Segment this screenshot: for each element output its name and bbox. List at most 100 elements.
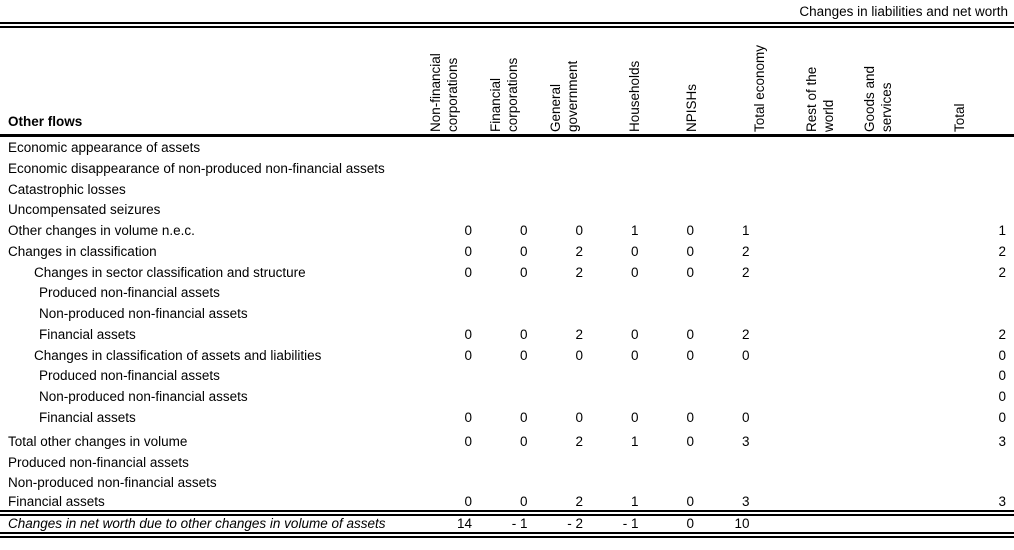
value-cell: 2: [741, 264, 750, 280]
table-row: Non-produced non-financial assets 0: [0, 387, 1014, 408]
value-cell: [414, 180, 472, 201]
value-cell: [860, 516, 1014, 532]
row-label: Changes in sector classification and str…: [34, 264, 306, 280]
value-cell: 0: [686, 493, 694, 509]
value-cell: [805, 408, 860, 429]
column-header-row: Other flows Non-financial corporations Fi…: [0, 28, 1014, 134]
value-cell: [583, 387, 639, 408]
value-cell: 2: [575, 264, 583, 280]
value-cell: 2: [741, 326, 750, 342]
value-cell: 0: [686, 264, 694, 280]
value-cell: [583, 283, 639, 304]
value-cell: [805, 263, 860, 284]
column-header-label: NPISHs: [684, 83, 699, 132]
value-cell: [750, 180, 805, 201]
value-cell: [805, 242, 860, 263]
value-cell: [805, 325, 860, 346]
value-cell: [694, 138, 750, 159]
value-cell: 0: [998, 389, 1006, 404]
value-cell: [694, 159, 750, 180]
value-cell: [472, 304, 528, 325]
table-row: Economic appearance of assets: [0, 138, 1014, 159]
value-cell: 3: [741, 434, 750, 449]
table-caption: Changes in liabilities and net worth: [799, 4, 1008, 19]
column-header-label: Total: [952, 103, 967, 132]
row-label: Non-produced non-financial assets: [39, 389, 248, 404]
value-cell: [639, 366, 695, 387]
value-cell: 0: [519, 243, 528, 259]
value-cell: [583, 180, 639, 201]
value-cell: [694, 366, 750, 387]
value-cell: [750, 408, 805, 429]
value-cell: 1: [998, 223, 1006, 238]
value-cell: [805, 283, 860, 304]
row-label: Financial assets: [39, 326, 136, 342]
value-cell: [750, 325, 805, 346]
value-cell: 0: [464, 434, 472, 449]
column-header: Households: [627, 30, 644, 132]
value-cell: [583, 304, 639, 325]
value-cell: [528, 180, 584, 201]
row-label: Produced non-financial assets: [39, 285, 220, 301]
value-cell: 0: [686, 434, 694, 449]
value-cell: 0: [998, 347, 1006, 363]
value-cell: [528, 200, 584, 221]
value-cell: [639, 138, 695, 159]
value-cell: [639, 387, 695, 408]
value-cell: - 2: [567, 516, 583, 531]
table-body-totals: Total other changes in volume 0 0 2 1 0 3 3 Prod…: [0, 432, 1014, 511]
value-cell: 0: [630, 326, 639, 342]
row-label: Financial assets: [39, 409, 136, 425]
value-cell: 10: [734, 516, 750, 531]
value-cell: [639, 473, 695, 494]
value-cell: 0: [464, 223, 472, 238]
column-header-label: Financial corporations: [488, 57, 520, 132]
table-row: Non-produced non-financial assets: [0, 304, 1014, 325]
value-cell: [750, 473, 805, 494]
value-cell: [805, 304, 860, 325]
value-cell: [750, 200, 805, 221]
value-cell: [583, 159, 639, 180]
value-cell: [805, 432, 860, 453]
value-cell: [528, 473, 584, 494]
value-cell: 0: [519, 493, 528, 509]
value-cell: 0: [519, 326, 528, 342]
row-label: Produced non-financial assets: [39, 368, 220, 384]
divider-net-worth-top: [0, 510, 1014, 516]
value-cell: 2: [998, 243, 1006, 259]
value-cell: 0: [519, 409, 528, 425]
table-row: Changes in classification 0 0 2 0 0 2 2: [0, 242, 1014, 263]
table-row: Financial assets 0 0 0 0 0 0 0: [0, 408, 1014, 429]
value-cell: 2: [575, 243, 583, 259]
table-row: Catastrophic losses: [0, 180, 1014, 201]
value-cell: [750, 263, 805, 284]
value-cell: 3: [741, 493, 750, 509]
value-cell: [750, 283, 805, 304]
table-row: Economic disappearance of non-produced n…: [0, 159, 1014, 180]
value-cell: 3: [998, 434, 1006, 449]
value-cell: [694, 283, 750, 304]
value-cell: [639, 283, 695, 304]
value-cell: [414, 304, 472, 325]
column-header: NPISHs: [684, 30, 701, 132]
value-cell: 0: [464, 326, 472, 342]
divider-top: [0, 22, 1014, 28]
column-header: Goods and services: [862, 30, 896, 132]
divider-net-worth-bottom: [0, 532, 1014, 538]
value-cell: 0: [519, 264, 528, 280]
table-row: Other changes in volume n.e.c. 0 0 0 1 0 1 1: [0, 221, 1014, 242]
value-cell: 0: [630, 347, 639, 363]
value-cell: [860, 453, 1014, 474]
value-cell: [750, 138, 805, 159]
row-label: Produced non-financial assets: [8, 454, 189, 470]
value-cell: [805, 200, 860, 221]
value-cell: [750, 159, 805, 180]
value-cell: [694, 180, 750, 201]
value-cell: [750, 366, 805, 387]
value-cell: [805, 159, 860, 180]
value-cell: [528, 159, 584, 180]
value-cell: 0: [686, 409, 694, 425]
value-cell: 0: [575, 409, 583, 425]
row-label: Financial assets: [8, 493, 105, 509]
column-header: General government: [548, 30, 582, 132]
